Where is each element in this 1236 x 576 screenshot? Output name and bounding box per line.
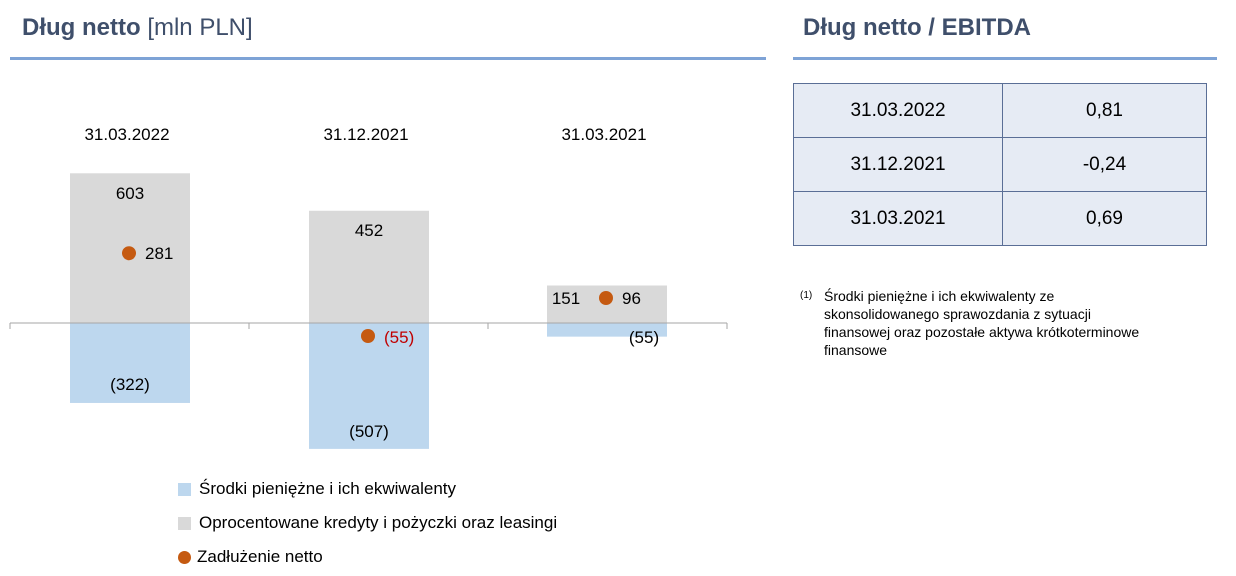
legend-swatch-loans [178, 516, 191, 530]
table-row: 31.12.2021 -0,24 [793, 137, 1207, 192]
bar-loans [309, 210, 429, 323]
data-label-cash: (322) [110, 375, 150, 394]
data-label-cash: (507) [349, 422, 389, 441]
bar-cash [309, 323, 429, 449]
net-debt-marker [361, 329, 375, 343]
ratio-value-cell: 0,81 [1002, 83, 1207, 138]
table-row: 31.03.2021 0,69 [793, 191, 1207, 246]
chart-title-rule [10, 57, 766, 60]
bar-cash [547, 323, 667, 337]
legend-item-loans: Oprocentowane kredyty i pożyczki oraz le… [178, 506, 557, 540]
category-label: 31.12.2021 [323, 125, 408, 144]
ratio-title: Dług netto / EBITDA [803, 14, 1031, 41]
ratio-title-rule [793, 57, 1217, 60]
bar-cash [70, 323, 190, 403]
data-label-loans: 452 [355, 221, 383, 240]
data-label-net: 96 [622, 289, 641, 308]
ratio-value-cell: 0,69 [1002, 191, 1207, 246]
legend-label: Środki pieniężne i ich ekwiwalenty [199, 479, 457, 498]
legend-label: Oprocentowane kredyty i pożyczki oraz le… [199, 513, 558, 532]
footnote-text: Środki pieniężne i ich ekwiwalenty ze sk… [824, 288, 1140, 358]
net-debt-chart: 31.03.2022 31.12.2021 31.03.2021 603 (322) 28… [9, 125, 728, 449]
category-label: 31.03.2022 [84, 125, 169, 144]
ratio-value-cell: -0,24 [1002, 137, 1207, 192]
chart-title-main: Dług netto [22, 14, 141, 41]
data-label-net: 281 [145, 244, 173, 263]
data-label-loans: 151 [552, 289, 580, 308]
net-debt-marker [599, 291, 613, 305]
data-label-cash: (55) [629, 328, 659, 347]
ratio-date-cell: 31.03.2022 [793, 83, 1003, 138]
chart-title: Dług netto [mln PLN] [22, 14, 253, 42]
legend-item-net: Zadłużenie netto [178, 540, 557, 574]
ratio-date-cell: 31.03.2021 [793, 191, 1003, 246]
data-label-net: (55) [384, 328, 414, 347]
category-label: 31.03.2021 [561, 125, 646, 144]
footnote: (1) Środki pieniężne i ich ekwiwalenty z… [800, 287, 1160, 359]
footnote-marker: (1) [800, 290, 813, 301]
legend-marker-net [178, 550, 191, 564]
net-debt-marker [122, 246, 136, 261]
chart-legend: Środki pieniężne i ich ekwiwalenty Oproc… [178, 472, 557, 574]
chart-title-unit: [mln PLN] [147, 14, 253, 41]
table-row: 31.03.2022 0,81 [793, 83, 1207, 138]
legend-item-cash: Środki pieniężne i ich ekwiwalenty [178, 472, 557, 506]
legend-label: Zadłużenie netto [197, 547, 323, 566]
data-label-loans: 603 [116, 184, 144, 203]
ratio-date-cell: 31.12.2021 [793, 137, 1003, 192]
legend-swatch-cash [178, 482, 191, 496]
ratio-table: 31.03.2022 0,81 31.12.2021 -0,24 31.03.2… [793, 83, 1207, 246]
